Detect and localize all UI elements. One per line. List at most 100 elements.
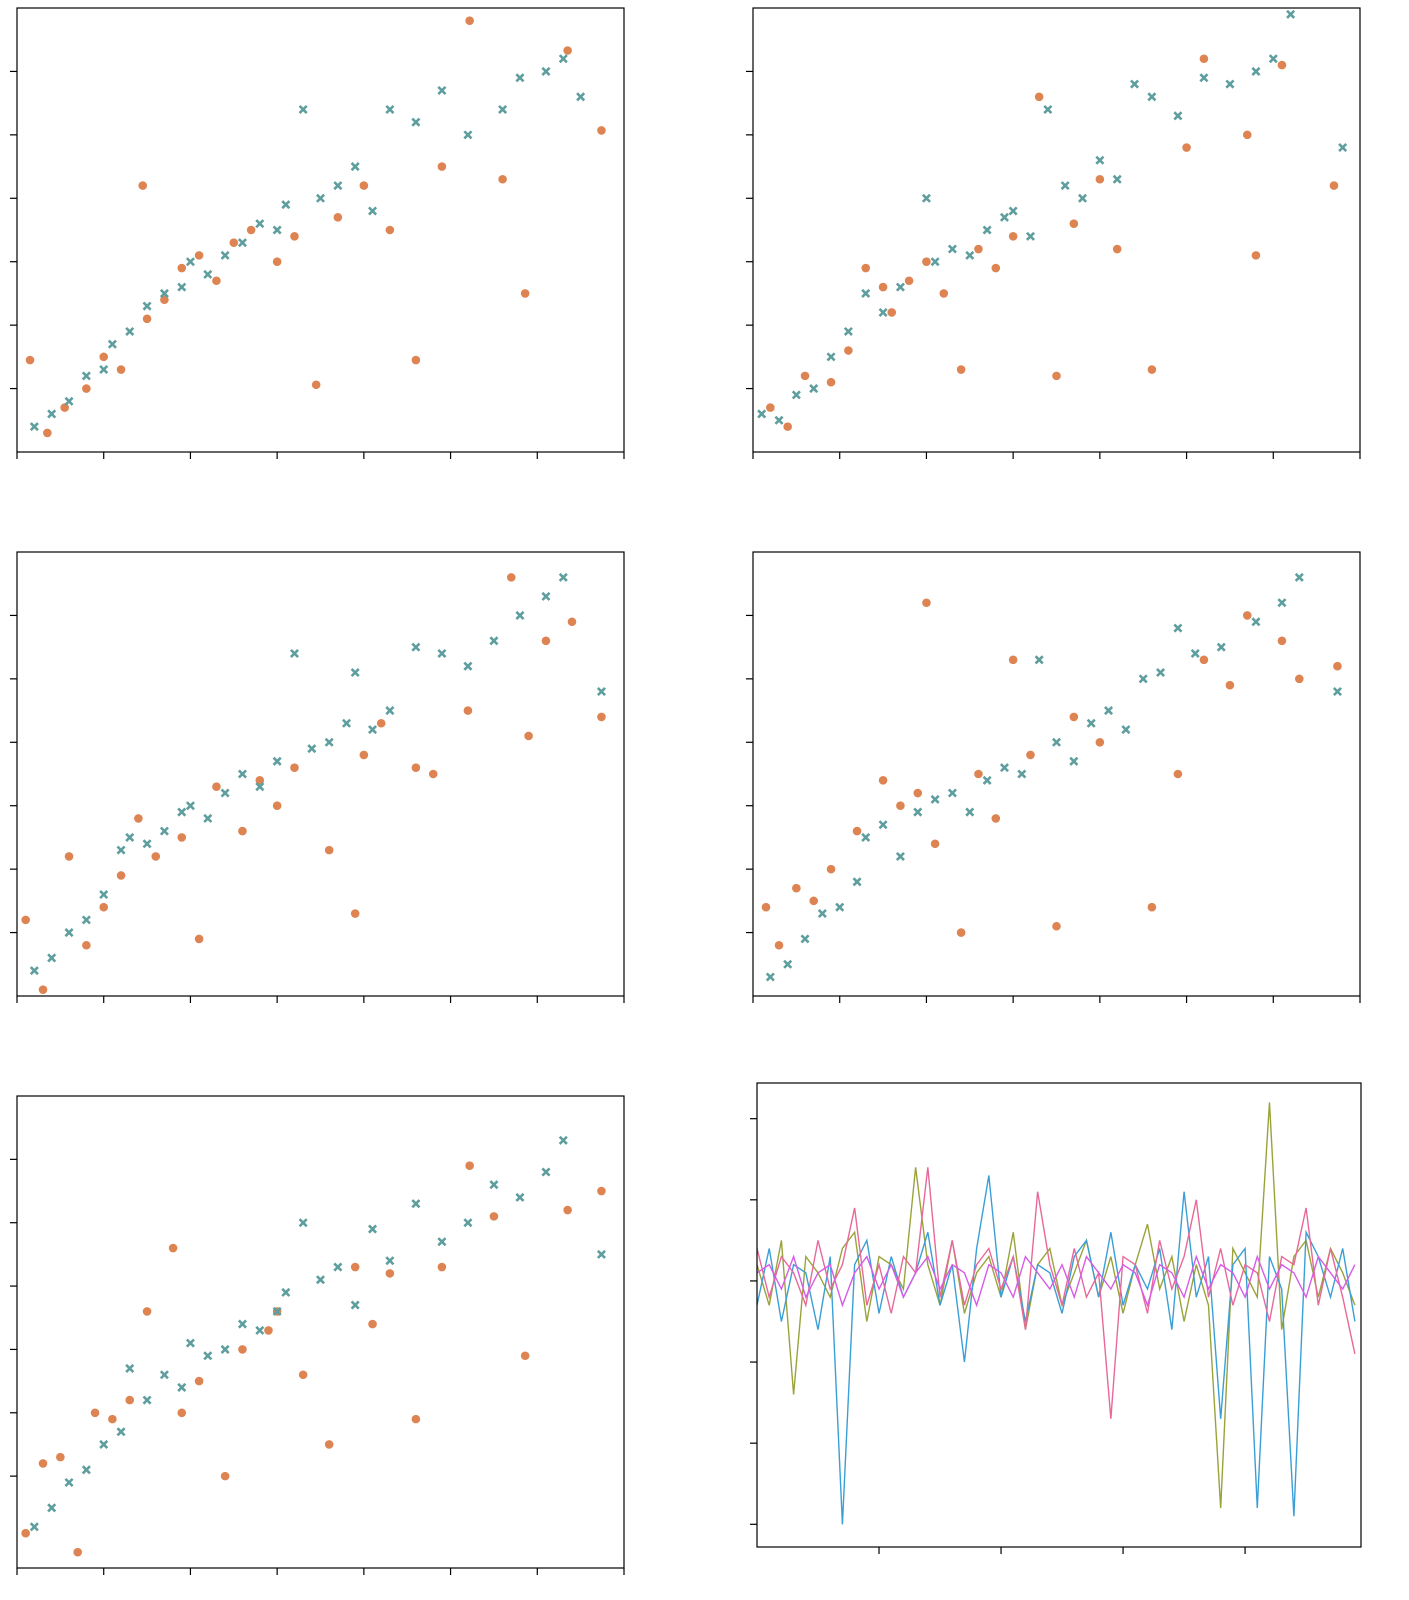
point [29, 1522, 39, 1532]
point [237, 1319, 247, 1329]
point [1095, 155, 1105, 165]
point [1333, 661, 1342, 671]
point [411, 117, 421, 127]
point [965, 807, 975, 817]
point [930, 839, 940, 849]
point [524, 731, 533, 741]
axes-frame [16, 1095, 625, 1569]
point [116, 1427, 126, 1437]
point [289, 648, 300, 659]
point [229, 238, 239, 247]
point [895, 851, 905, 861]
point [558, 54, 568, 64]
point [107, 339, 117, 349]
point [1190, 648, 1200, 659]
point [878, 820, 888, 830]
point [1294, 572, 1304, 582]
point [64, 928, 74, 938]
point [108, 1414, 117, 1424]
point [311, 380, 321, 390]
point [965, 250, 975, 260]
point [324, 845, 334, 855]
point [194, 1376, 204, 1386]
point [1008, 655, 1018, 665]
point [1034, 92, 1044, 102]
point [159, 826, 169, 836]
point [1130, 79, 1140, 89]
point [99, 352, 109, 362]
point [991, 814, 1001, 823]
point [1277, 636, 1287, 646]
plot-area [21, 1135, 606, 1557]
point [368, 206, 378, 216]
plot-area [25, 16, 606, 438]
point [298, 1370, 308, 1380]
point [290, 763, 299, 772]
point [99, 1439, 109, 1449]
point [1008, 232, 1018, 241]
point [238, 826, 247, 836]
point [498, 174, 507, 184]
point [177, 807, 187, 817]
point [520, 1351, 530, 1361]
axes-frame [752, 7, 1361, 453]
point [341, 718, 352, 728]
point [43, 428, 52, 438]
point [272, 225, 282, 235]
point [220, 1471, 230, 1481]
point [350, 667, 360, 678]
point [1182, 143, 1191, 152]
point [298, 1218, 308, 1228]
point [596, 687, 606, 697]
point [1095, 737, 1105, 747]
plot-area [21, 572, 606, 994]
point [194, 934, 204, 944]
point [515, 73, 525, 83]
point [116, 845, 126, 855]
axes-frame [16, 7, 625, 453]
point [116, 365, 126, 374]
point [125, 1363, 135, 1373]
point [1008, 206, 1018, 216]
point [411, 1414, 421, 1424]
point [272, 756, 282, 766]
point [411, 355, 421, 365]
point [835, 902, 845, 912]
point [947, 788, 957, 798]
point [1052, 371, 1061, 381]
point [177, 1408, 187, 1418]
point [56, 1452, 65, 1462]
plot-area [761, 572, 1342, 982]
point [437, 85, 447, 95]
point [1095, 174, 1105, 184]
point [272, 257, 282, 267]
point [563, 1205, 572, 1215]
point [800, 371, 810, 381]
point [138, 181, 148, 190]
point [1199, 73, 1209, 83]
point [852, 877, 862, 887]
point [826, 864, 836, 874]
point [515, 1192, 525, 1202]
point [999, 763, 1009, 773]
point [861, 832, 871, 842]
point [350, 1262, 360, 1272]
point [385, 1256, 395, 1266]
point [64, 396, 74, 406]
point [800, 934, 810, 944]
point [255, 782, 265, 792]
point [315, 193, 326, 203]
line [757, 1254, 1356, 1308]
point [99, 889, 109, 900]
point [264, 1326, 273, 1335]
point [1329, 181, 1339, 190]
point [333, 1262, 343, 1272]
point [597, 712, 606, 722]
point [895, 282, 905, 292]
point [1251, 251, 1261, 260]
point [541, 636, 551, 646]
point [73, 1547, 82, 1557]
point [1173, 623, 1183, 633]
line [757, 1167, 1356, 1419]
point [843, 326, 853, 337]
